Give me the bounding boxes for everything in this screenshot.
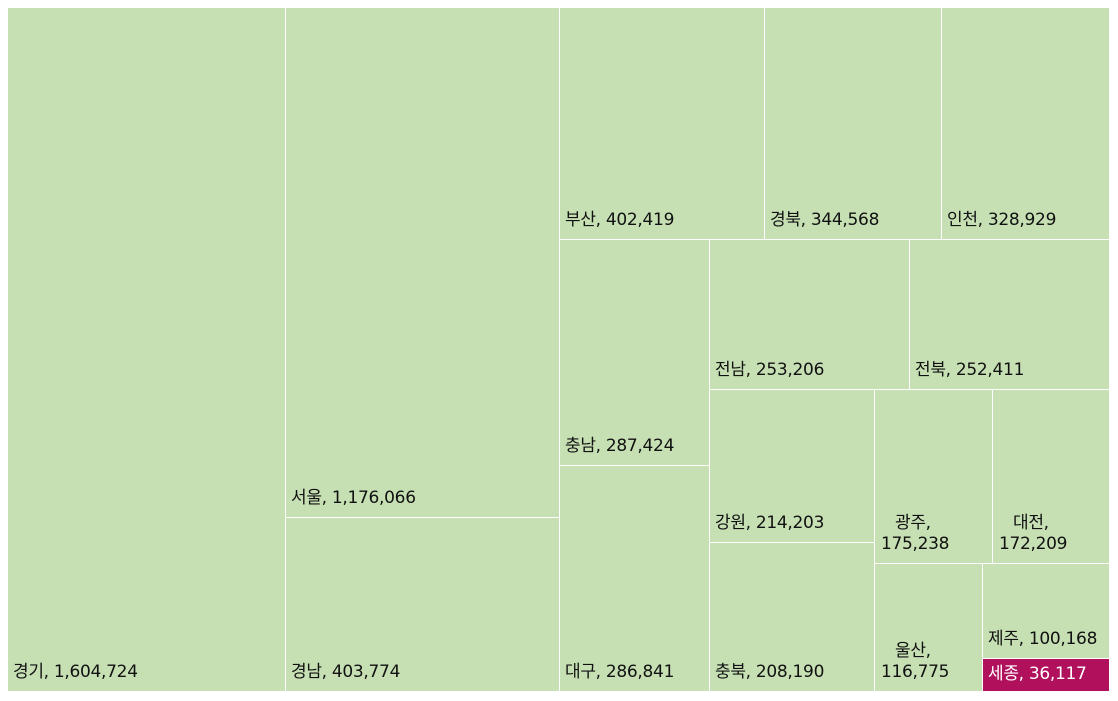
treemap-cell-label: 충남, 287,424 (565, 436, 675, 456)
treemap-cell: 강원, 214,203 (710, 390, 875, 543)
treemap-cell-label: 인천, 328,929 (947, 210, 1057, 230)
treemap-cell: 대전, 172,209 (993, 390, 1110, 564)
treemap-cell: 세종, 36,117 (983, 659, 1110, 692)
treemap-cell-label: 충북, 208,190 (715, 662, 825, 682)
treemap-cell-label: 세종, 36,117 (988, 664, 1087, 684)
treemap-cell-label: 경북, 344,568 (770, 210, 880, 230)
treemap-cell: 충북, 208,190 (710, 543, 875, 692)
treemap-cell-label: 대전, 172,209 (999, 513, 1068, 554)
treemap-cell-label: 제주, 100,168 (988, 629, 1098, 649)
treemap-cell-label: 대구, 286,841 (565, 662, 675, 682)
treemap-cell-label: 부산, 402,419 (565, 210, 675, 230)
treemap-cell-label: 울산, 116,775 (881, 641, 950, 682)
treemap-cell: 부산, 402,419 (560, 8, 765, 240)
treemap-cell: 전남, 253,206 (710, 240, 910, 390)
treemap-cell: 경남, 403,774 (286, 518, 560, 692)
treemap-cell: 경기, 1,604,724 (8, 8, 286, 692)
treemap-cell-label: 경기, 1,604,724 (13, 662, 138, 682)
treemap-cell-label: 광주, 175,238 (881, 513, 950, 554)
treemap-cell: 경북, 344,568 (765, 8, 942, 240)
treemap-cell-label: 강원, 214,203 (715, 513, 825, 533)
treemap-cell-label: 전북, 252,411 (915, 360, 1025, 380)
treemap-cell: 울산, 116,775 (875, 564, 983, 692)
treemap-cell-label: 전남, 253,206 (715, 360, 825, 380)
treemap-cell: 충남, 287,424 (560, 240, 710, 466)
treemap-cell-label: 경남, 403,774 (291, 662, 401, 682)
treemap-cell: 인천, 328,929 (942, 8, 1110, 240)
treemap-cell: 대구, 286,841 (560, 466, 710, 692)
treemap-cell: 제주, 100,168 (983, 564, 1110, 659)
treemap-cell: 광주, 175,238 (875, 390, 993, 564)
treemap-cell: 전북, 252,411 (910, 240, 1110, 390)
treemap-cell: 서울, 1,176,066 (286, 8, 560, 518)
treemap-cell-label: 서울, 1,176,066 (291, 488, 416, 508)
